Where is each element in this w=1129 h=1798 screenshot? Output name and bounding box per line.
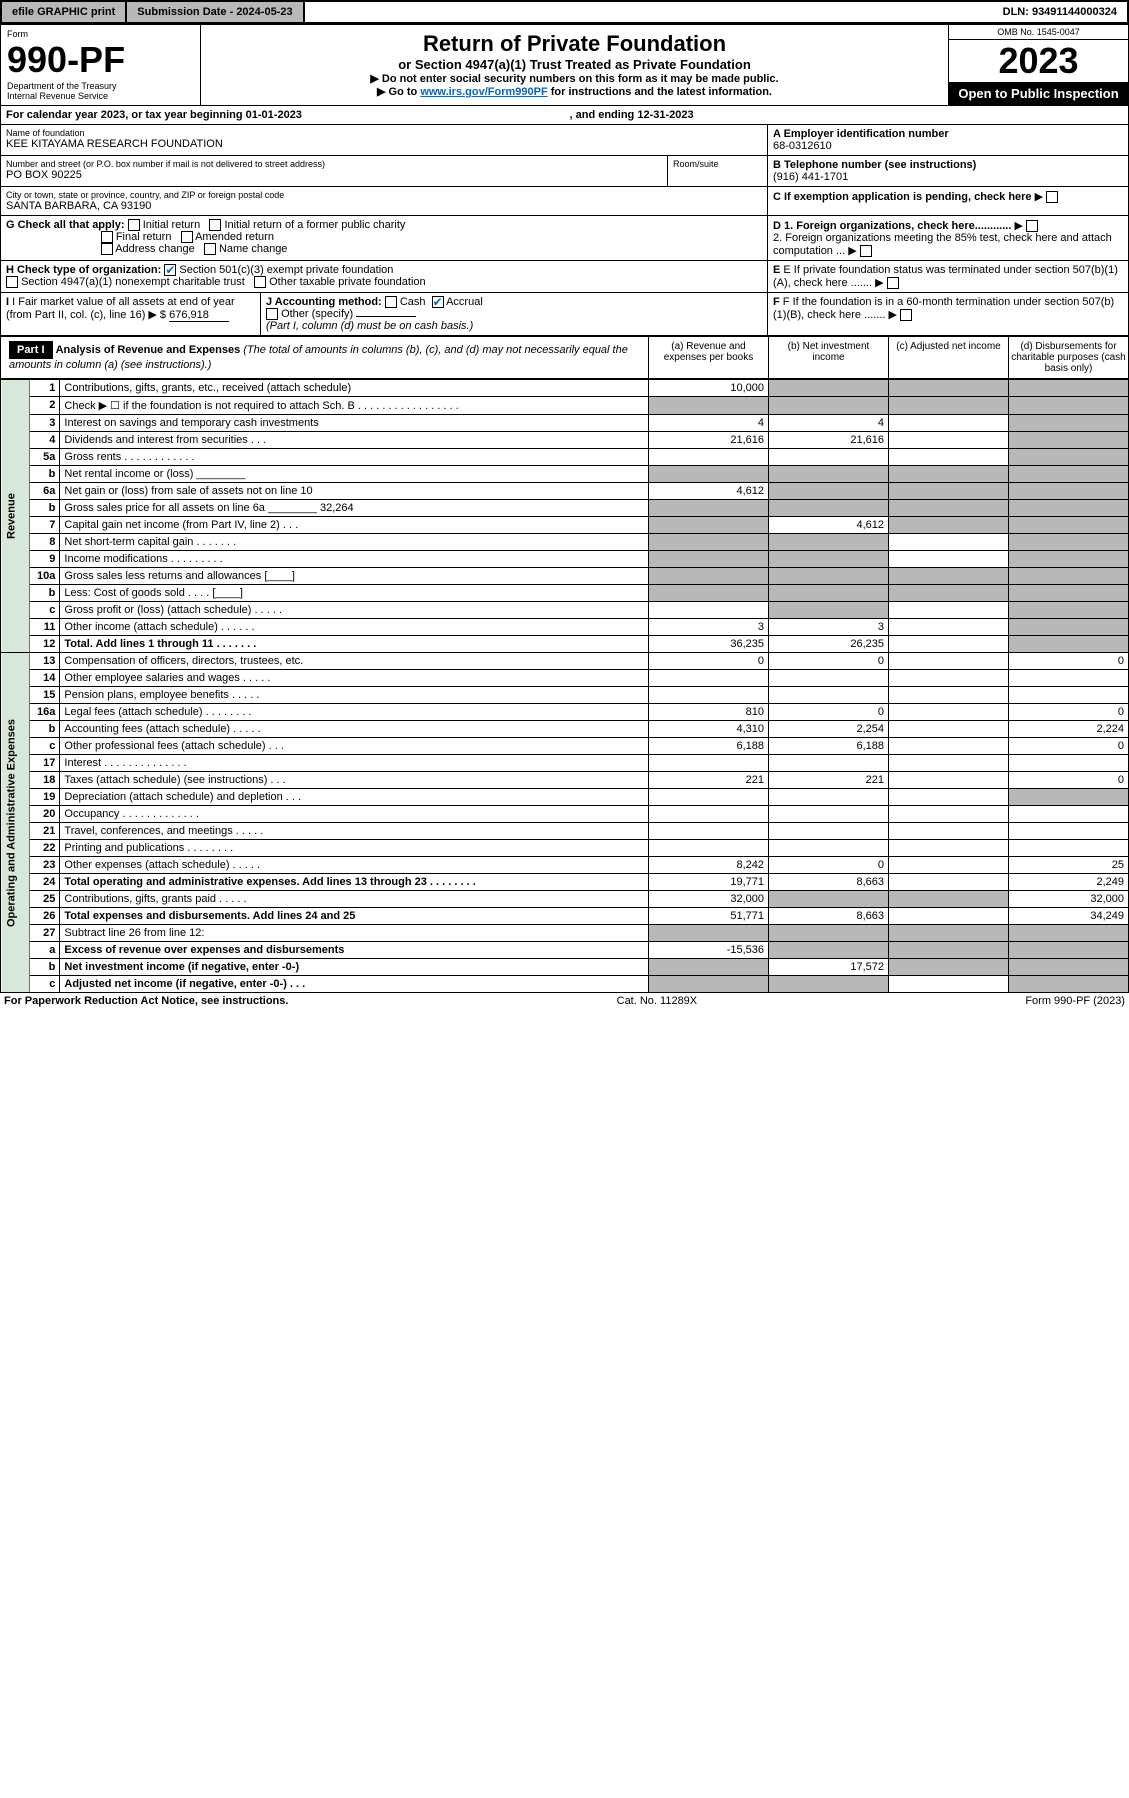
table-row: cOther professional fees (attach schedul…: [1, 738, 1129, 755]
h-e-row: H Check type of organization: Section 50…: [0, 261, 1129, 293]
form-label: Form: [7, 29, 194, 39]
c-checkbox[interactable]: [1046, 191, 1058, 203]
instr2: ▶ Go to www.irs.gov/Form990PF for instru…: [207, 85, 942, 98]
initial-return-cb[interactable]: [128, 219, 140, 231]
j-accrual-cb[interactable]: [432, 296, 444, 308]
fmv: 676,918: [169, 309, 229, 322]
table-row: bAccounting fees (attach schedule) . . .…: [1, 721, 1129, 738]
table-row: Revenue1Contributions, gifts, grants, et…: [1, 380, 1129, 397]
expenses-section-label: Operating and Administrative Expenses: [1, 653, 30, 993]
part1-header: Part I Analysis of Revenue and Expenses …: [0, 336, 1129, 379]
table-row: 22Printing and publications . . . . . . …: [1, 840, 1129, 857]
ein: 68-0312610: [773, 140, 1123, 152]
col-c-hdr: (c) Adjusted net income: [888, 337, 1008, 378]
table-row: 9Income modifications . . . . . . . . .: [1, 551, 1129, 568]
table-row: 25Contributions, gifts, grants paid . . …: [1, 891, 1129, 908]
table-row: 21Travel, conferences, and meetings . . …: [1, 823, 1129, 840]
col-b-hdr: (b) Net investment income: [768, 337, 888, 378]
table-row: 12Total. Add lines 1 through 11 . . . . …: [1, 636, 1129, 653]
table-row: 8Net short-term capital gain . . . . . .…: [1, 534, 1129, 551]
table-row: 20Occupancy . . . . . . . . . . . . .: [1, 806, 1129, 823]
table-row: Operating and Administrative Expenses13C…: [1, 653, 1129, 670]
col-d-hdr: (d) Disbursements for charitable purpose…: [1008, 337, 1128, 378]
tax-year: 2023: [949, 40, 1128, 82]
form-number: 990-PF: [7, 39, 194, 81]
table-row: 27Subtract line 26 from line 12:: [1, 925, 1129, 942]
table-row: 6aNet gain or (loss) from sale of assets…: [1, 483, 1129, 500]
calendar-year-row: For calendar year 2023, or tax year begi…: [0, 106, 1129, 125]
table-row: bLess: Cost of goods sold . . . . [____]: [1, 585, 1129, 602]
table-row: 16aLegal fees (attach schedule) . . . . …: [1, 704, 1129, 721]
table-row: bGross sales price for all assets on lin…: [1, 500, 1129, 517]
address: PO BOX 90225: [6, 169, 662, 181]
table-row: 10aGross sales less returns and allowanc…: [1, 568, 1129, 585]
table-row: 5aGross rents . . . . . . . . . . . .: [1, 449, 1129, 466]
table-row: cAdjusted net income (if negative, enter…: [1, 976, 1129, 993]
final-return-cb[interactable]: [101, 231, 113, 243]
topbar: efile GRAPHIC print Submission Date - 20…: [0, 0, 1129, 24]
d2-cb[interactable]: [860, 245, 872, 257]
table-row: 14Other employee salaries and wages . . …: [1, 670, 1129, 687]
table-row: 17Interest . . . . . . . . . . . . . .: [1, 755, 1129, 772]
table-row: bNet investment income (if negative, ent…: [1, 959, 1129, 976]
name-ein-row: Name of foundation KEE KITAYAMA RESEARCH…: [0, 125, 1129, 156]
i-j-f-row: I I Fair market value of all assets at e…: [0, 293, 1129, 336]
address-change-cb[interactable]: [101, 243, 113, 255]
table-row: 3Interest on savings and temporary cash …: [1, 415, 1129, 432]
table-row: 19Depreciation (attach schedule) and dep…: [1, 789, 1129, 806]
e-cb[interactable]: [887, 277, 899, 289]
table-row: 7Capital gain net income (from Part IV, …: [1, 517, 1129, 534]
initial-former-cb[interactable]: [209, 219, 221, 231]
form-subtitle: or Section 4947(a)(1) Trust Treated as P…: [207, 57, 942, 72]
form-title: Return of Private Foundation: [207, 31, 942, 57]
table-row: bNet rental income or (loss) ________: [1, 466, 1129, 483]
d1-cb[interactable]: [1026, 220, 1038, 232]
name-change-cb[interactable]: [204, 243, 216, 255]
table-row: 24Total operating and administrative exp…: [1, 874, 1129, 891]
dln: DLN: 93491144000324: [993, 2, 1127, 22]
table-row: 2Check ▶ ☐ if the foundation is not requ…: [1, 397, 1129, 415]
h-4947-cb[interactable]: [6, 276, 18, 288]
g-d-row: G Check all that apply: Initial return I…: [0, 216, 1129, 261]
instr1: ▶ Do not enter social security numbers o…: [207, 72, 942, 85]
irs: Internal Revenue Service: [7, 91, 194, 101]
table-row: 15Pension plans, employee benefits . . .…: [1, 687, 1129, 704]
table-row: 11Other income (attach schedule) . . . .…: [1, 619, 1129, 636]
table-row: 23Other expenses (attach schedule) . . .…: [1, 857, 1129, 874]
footer: For Paperwork Reduction Act Notice, see …: [0, 993, 1129, 1009]
h-501c3-cb[interactable]: [164, 264, 176, 276]
part1-table: Revenue1Contributions, gifts, grants, et…: [0, 379, 1129, 993]
revenue-section-label: Revenue: [1, 380, 30, 653]
table-row: 26Total expenses and disbursements. Add …: [1, 908, 1129, 925]
amended-return-cb[interactable]: [181, 231, 193, 243]
city-c-row: City or town, state or province, country…: [0, 187, 1129, 216]
dept: Department of the Treasury: [7, 81, 194, 91]
submission-date: Submission Date - 2024-05-23: [127, 2, 304, 22]
addr-phone-row: Number and street (or P.O. box number if…: [0, 156, 1129, 187]
table-row: aExcess of revenue over expenses and dis…: [1, 942, 1129, 959]
part1-label: Part I: [9, 341, 53, 359]
h-other-cb[interactable]: [254, 276, 266, 288]
foundation-name: KEE KITAYAMA RESEARCH FOUNDATION: [6, 138, 762, 150]
j-cash-cb[interactable]: [385, 296, 397, 308]
efile-button[interactable]: efile GRAPHIC print: [2, 2, 127, 22]
table-row: cGross profit or (loss) (attach schedule…: [1, 602, 1129, 619]
j-other-cb[interactable]: [266, 308, 278, 320]
open-inspection: Open to Public Inspection: [949, 82, 1128, 105]
phone: (916) 441-1701: [773, 171, 1123, 183]
table-row: 4Dividends and interest from securities …: [1, 432, 1129, 449]
city: SANTA BARBARA, CA 93190: [6, 200, 762, 212]
col-a-hdr: (a) Revenue and expenses per books: [648, 337, 768, 378]
omb: OMB No. 1545-0047: [949, 25, 1128, 40]
table-row: 18Taxes (attach schedule) (see instructi…: [1, 772, 1129, 789]
f-cb[interactable]: [900, 309, 912, 321]
form-link[interactable]: www.irs.gov/Form990PF: [420, 86, 547, 98]
form-header: Form 990-PF Department of the Treasury I…: [0, 24, 1129, 106]
